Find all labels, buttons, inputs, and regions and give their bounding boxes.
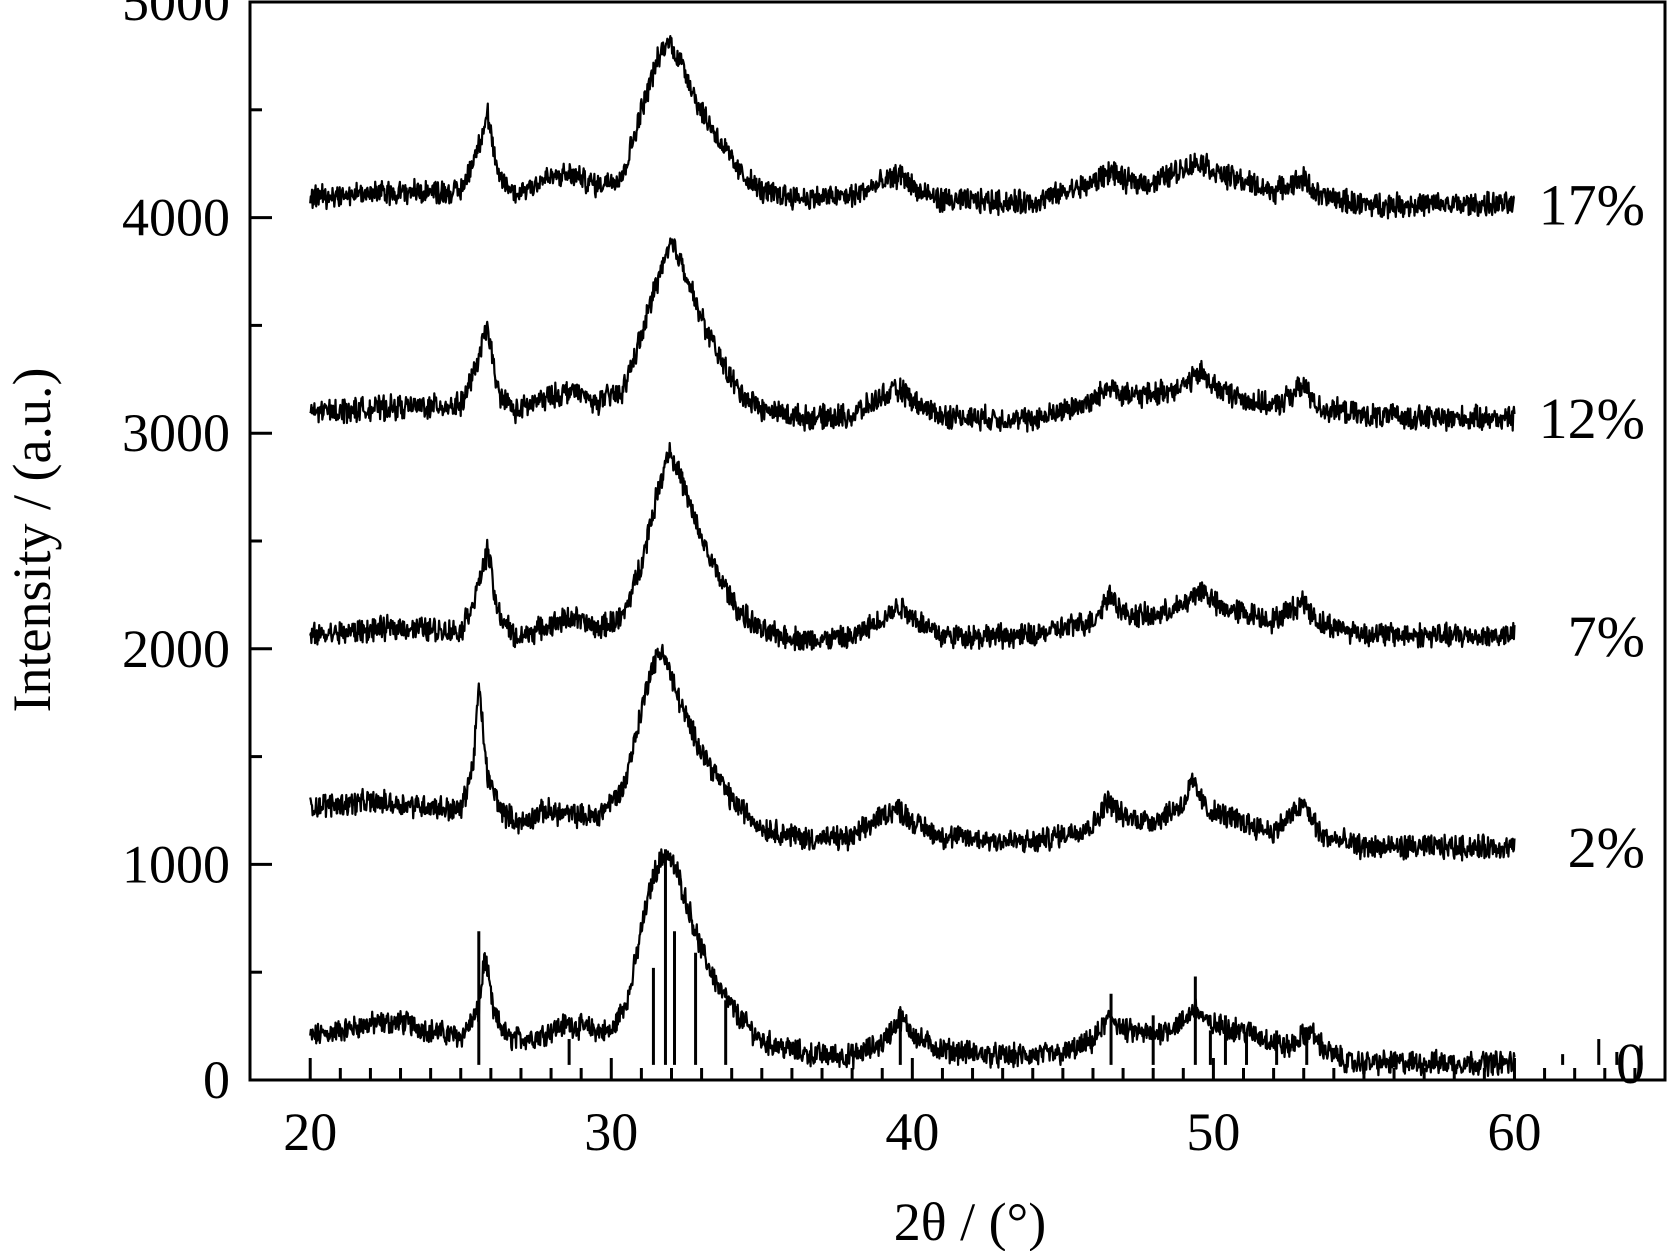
y-tick-label: 4000 <box>122 188 230 248</box>
x-tick-label: 40 <box>885 1102 939 1162</box>
x-tick-label: 60 <box>1487 1102 1541 1162</box>
series-line-1 <box>309 643 1516 862</box>
plot-border <box>248 0 1667 1082</box>
y-tick-label: 3000 <box>122 403 230 463</box>
series-label-0: 0 <box>1616 1031 1645 1096</box>
series-labels: 0 2% 7% 12% 17% <box>1539 173 1645 1096</box>
y-axis-title: Intensity / (a.u.) <box>2 368 62 713</box>
series-line-0 <box>309 848 1516 1077</box>
x-axis-title: 2θ / (°) <box>894 1192 1046 1251</box>
series-group <box>309 35 1516 1077</box>
x-tick-label: 50 <box>1186 1102 1240 1162</box>
series-label-3: 12% <box>1539 386 1645 451</box>
series-label-4: 17% <box>1539 173 1645 238</box>
plot-frame <box>248 0 1667 1082</box>
x-tick-label: 20 <box>283 1102 337 1162</box>
y-tick-label: 0 <box>203 1050 230 1110</box>
y-tick-label: 5000 <box>122 0 230 32</box>
series-line-2 <box>309 441 1516 652</box>
y-tick-label: 2000 <box>122 619 230 679</box>
x-tick-label: 30 <box>584 1102 638 1162</box>
series-line-4 <box>309 35 1515 220</box>
series-label-2: 7% <box>1568 604 1645 669</box>
series-label-1: 2% <box>1568 815 1645 880</box>
y-tick-label: 1000 <box>122 834 230 894</box>
series-line-3 <box>309 237 1516 433</box>
tick-labels: 20 30 40 50 60 0 1000 2000 3000 4000 5000 <box>122 0 1541 1162</box>
axis-ticks <box>250 0 1637 1082</box>
